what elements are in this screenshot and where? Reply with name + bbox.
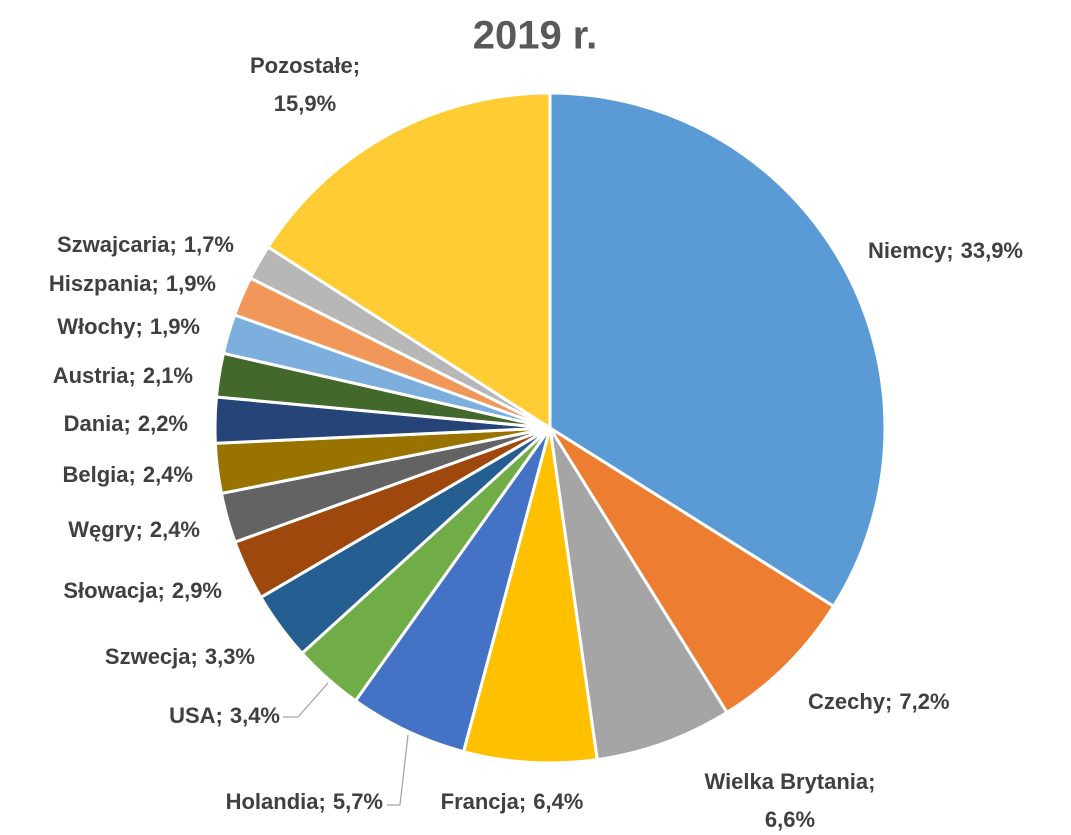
label-category: Czechy xyxy=(808,689,886,714)
label-value: 3,3% xyxy=(205,644,255,669)
label-category: Niemcy xyxy=(868,238,947,263)
label-separator: ; xyxy=(216,703,223,728)
data-label: Słowacja; 2,9% xyxy=(63,578,222,603)
pie-slice xyxy=(548,426,836,715)
pie-slice xyxy=(266,91,552,431)
label-category: USA xyxy=(169,703,216,728)
label-separator: ; xyxy=(319,789,326,814)
label-separator: ; xyxy=(868,769,875,794)
label-separator: ; xyxy=(158,578,165,603)
label-category: Szwecja xyxy=(105,644,191,669)
data-label: Włochy; 1,9% xyxy=(57,314,200,339)
data-label: Francja; 6,4% xyxy=(441,789,584,814)
pie xyxy=(213,91,887,765)
label-value: 1,7% xyxy=(184,232,234,257)
label-separator: ; xyxy=(136,314,143,339)
label-separator: ; xyxy=(152,271,159,296)
label-separator: ; xyxy=(885,689,892,714)
pie-slice xyxy=(548,91,887,609)
label-separator: ; xyxy=(353,53,360,78)
data-label: Węgry; 2,4% xyxy=(68,517,200,542)
label-category: Austria xyxy=(53,363,130,388)
label-value: 3,4% xyxy=(230,703,280,728)
label-separator: ; xyxy=(519,789,526,814)
label-separator: ; xyxy=(129,462,136,487)
label-separator: ; xyxy=(136,517,143,542)
label-value: 6,4% xyxy=(533,789,583,814)
label-separator: ; xyxy=(170,232,177,257)
label-value: 7,2% xyxy=(899,689,949,714)
label-category: Francja xyxy=(441,789,520,814)
leader-line xyxy=(387,734,409,806)
data-label: Dania; 2,2% xyxy=(64,411,188,436)
data-label: Szwecja; 3,3% xyxy=(105,644,255,669)
label-category: Pozostałe xyxy=(250,53,353,78)
label-category: Włochy xyxy=(57,314,136,339)
label-category: Holandia xyxy=(226,789,320,814)
label-value: 33,9% xyxy=(961,238,1023,263)
data-label: Pozostałe; 15,9% xyxy=(250,53,360,116)
label-category: Szwajcaria xyxy=(57,232,170,257)
label-category: Węgry xyxy=(68,517,136,542)
label-value: 2,1% xyxy=(143,363,193,388)
label-category: Dania xyxy=(64,411,125,436)
data-label: Wielka Brytania; 6,6% xyxy=(705,769,876,832)
label-value: 2,2% xyxy=(138,411,188,436)
label-category: Belgia xyxy=(62,462,129,487)
label-value: 2,4% xyxy=(143,462,193,487)
label-value: 2,9% xyxy=(172,578,222,603)
data-label: Holandia; 5,7% xyxy=(226,789,383,814)
label-value: 5,7% xyxy=(333,789,383,814)
data-label: Niemcy; 33,9% xyxy=(868,238,1023,263)
label-value: 1,9% xyxy=(150,314,200,339)
label-value: 1,9% xyxy=(166,271,216,296)
data-label: Hiszpania; 1,9% xyxy=(49,271,216,296)
label-separator: ; xyxy=(124,411,131,436)
label-category: Wielka Brytania xyxy=(705,769,869,794)
data-label: USA; 3,4% xyxy=(169,703,280,728)
data-label: Szwajcaria; 1,7% xyxy=(57,232,234,257)
label-category: Słowacja xyxy=(63,578,158,603)
label-separator: ; xyxy=(129,363,136,388)
data-label: Austria; 2,1% xyxy=(53,363,193,388)
chart-title: 2019 r. xyxy=(473,14,598,58)
label-separator: ; xyxy=(191,644,198,669)
label-value: 6,6% xyxy=(765,807,815,832)
pie-slice xyxy=(461,427,599,765)
data-label: Belgia; 2,4% xyxy=(62,462,193,487)
label-separator: ; xyxy=(946,238,953,263)
label-category: Hiszpania xyxy=(49,271,152,296)
leader-line xyxy=(283,682,329,718)
label-value: 2,4% xyxy=(150,517,200,542)
pie-slice xyxy=(548,427,730,762)
label-value: 15,9% xyxy=(274,91,336,116)
data-label: Czechy; 7,2% xyxy=(808,689,950,714)
